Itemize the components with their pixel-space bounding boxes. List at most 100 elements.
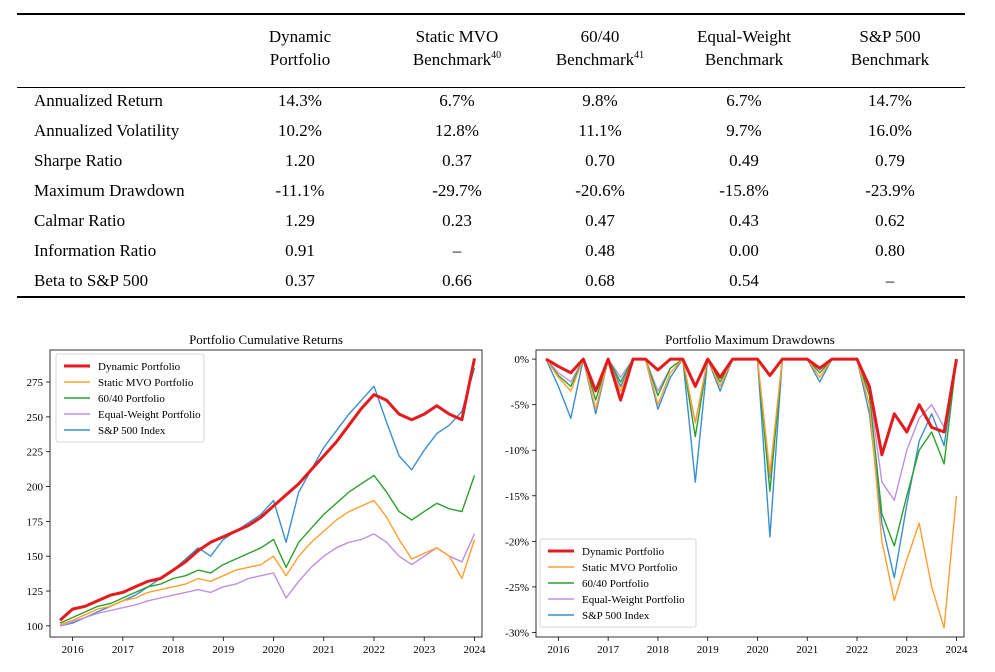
table-row: Beta to S&P 500 0.37 0.66 0.68 0.54 –	[17, 266, 965, 296]
y-tick-label: -20%	[505, 536, 529, 548]
plot-frame	[535, 349, 965, 638]
header-line: Benchmark40	[387, 48, 527, 71]
chart-title: Portfolio Cumulative Returns	[189, 332, 343, 347]
cell-static-mvo: 12.8%	[435, 121, 479, 140]
y-tick-label: 275	[27, 377, 44, 389]
chart-title: Portfolio Maximum Drawdowns	[665, 332, 835, 347]
cell-60-40: 0.48	[585, 241, 615, 260]
y-tick-label: 0%	[514, 354, 529, 366]
header-line: 60/40	[580, 27, 620, 46]
x-tick-label: 2020	[746, 644, 769, 656]
x-tick-label: 2022	[846, 644, 868, 656]
header-line: Dynamic	[268, 27, 332, 46]
header-line: Benchmark	[825, 48, 955, 71]
y-tick-label: 125	[27, 586, 44, 598]
series-line-sp500	[59, 367, 476, 627]
row-label: Beta to S&P 500	[34, 271, 149, 290]
column-header-dynamic: Dynamic Portfolio	[241, 25, 359, 71]
x-tick-label: 2017	[597, 644, 620, 656]
x-tick-label: 2018	[647, 644, 670, 656]
cell-sp500: –	[885, 271, 895, 290]
x-tick-label: 2016	[547, 644, 570, 656]
x-tick-label: 2020	[263, 644, 286, 656]
legend-label: Dynamic Portfolio	[98, 361, 181, 373]
legend-box	[55, 353, 205, 443]
cell-equal-weight: 6.7%	[726, 91, 762, 110]
series-line-equal_weight	[59, 533, 476, 627]
table-header-rule	[17, 87, 965, 88]
cell-sp500: 0.80	[875, 241, 905, 260]
series-line-sixty_forty	[59, 474, 476, 624]
column-header-60-40: 60/40 Benchmark41	[535, 25, 665, 71]
table-row: Information Ratio 0.91 – 0.48 0.00 0.80	[17, 236, 965, 266]
x-tick-label: 2018	[162, 644, 185, 656]
cell-60-40: -20.6%	[575, 181, 625, 200]
header-text: Benchmark	[850, 50, 930, 69]
cell-equal-weight: -15.8%	[719, 181, 769, 200]
table-row: Annualized Volatility 10.2% 12.8% 11.1% …	[17, 116, 965, 146]
legend-box	[539, 538, 697, 628]
legend-label: Dynamic Portfolio	[582, 546, 665, 558]
cell-equal-weight: 0.54	[729, 271, 759, 290]
table-row: Maximum Drawdown -11.1% -29.7% -20.6% -1…	[17, 176, 965, 206]
row-label: Annualized Volatility	[34, 121, 180, 140]
cell-sp500: 0.62	[875, 211, 905, 230]
header-line: Equal-Weight	[697, 27, 791, 46]
header-text: Portfolio	[269, 50, 331, 69]
column-header-static-mvo: Static MVO Benchmark40	[387, 25, 527, 71]
cell-sp500: -23.9%	[865, 181, 915, 200]
cell-dynamic: 1.20	[285, 151, 315, 170]
cell-dynamic: 10.2%	[278, 121, 322, 140]
cell-dynamic: 1.29	[285, 211, 315, 230]
header-line: Portfolio	[241, 48, 359, 71]
row-label: Information Ratio	[34, 241, 157, 260]
header-text: Benchmark	[412, 50, 492, 69]
y-tick-label: 100	[27, 621, 44, 633]
legend-label: Equal-Weight Portfolio	[582, 594, 685, 606]
cell-60-40: 0.70	[585, 151, 615, 170]
y-tick-label: 225	[27, 447, 44, 459]
row-label: Sharpe Ratio	[34, 151, 123, 170]
series-line-dynamic	[545, 357, 958, 457]
x-tick-label: 2022	[363, 644, 385, 656]
table-row: Annualized Return 14.3% 6.7% 9.8% 6.7% 1…	[17, 86, 965, 116]
legend-label: 60/40 Portfolio	[98, 393, 165, 405]
x-tick-label: 2021	[313, 644, 335, 656]
legend-label: Equal-Weight Portfolio	[98, 409, 201, 421]
y-tick-label: -5%	[511, 400, 529, 412]
x-tick-label: 2023	[896, 644, 919, 656]
cell-dynamic: 0.37	[285, 271, 315, 290]
cell-static-mvo: 0.23	[442, 211, 472, 230]
cell-60-40: 9.8%	[582, 91, 618, 110]
x-tick-label: 2019	[697, 644, 720, 656]
plot-frame	[49, 349, 483, 638]
cell-equal-weight: 0.00	[729, 241, 759, 260]
y-tick-label: 200	[27, 482, 44, 494]
table-row: Sharpe Ratio 1.20 0.37 0.70 0.49 0.79	[17, 146, 965, 176]
cumulative-returns-plot: Portfolio Cumulative Returns 2016 2017 2018…	[27, 332, 486, 656]
header-line: Static MVO	[415, 27, 499, 46]
footnote-marker: 41	[634, 50, 645, 61]
column-header-sp500: S&P 500 Benchmark	[825, 25, 955, 71]
cell-60-40: 0.68	[585, 271, 615, 290]
cell-dynamic: -11.1%	[275, 181, 325, 200]
y-tick-label: -25%	[505, 582, 529, 594]
header-text: Benchmark	[704, 50, 784, 69]
cell-equal-weight: 0.49	[729, 151, 759, 170]
cell-static-mvo: 0.37	[442, 151, 472, 170]
cell-60-40: 0.47	[585, 211, 615, 230]
max-drawdowns-chart: Portfolio Maximum Drawdowns 2016 2017 2018 2…	[492, 326, 972, 672]
cell-dynamic: 14.3%	[278, 91, 322, 110]
cumulative-returns-chart: Portfolio Cumulative Returns 2016 2017 2018…	[0, 326, 492, 672]
y-tick-label: -30%	[505, 627, 529, 639]
header-line: Benchmark41	[535, 48, 665, 71]
table-row: Calmar Ratio 1.29 0.23 0.47 0.43 0.62	[17, 206, 965, 236]
cell-static-mvo: -29.7%	[432, 181, 482, 200]
row-label: Maximum Drawdown	[34, 181, 185, 200]
cell-dynamic: 0.91	[285, 241, 315, 260]
header-text: Benchmark	[555, 50, 635, 69]
legend-label: 60/40 Portfolio	[582, 578, 649, 590]
legend-label: S&P 500 Index	[98, 425, 166, 437]
table-top-rule	[17, 13, 965, 15]
cell-static-mvo: –	[452, 241, 462, 260]
